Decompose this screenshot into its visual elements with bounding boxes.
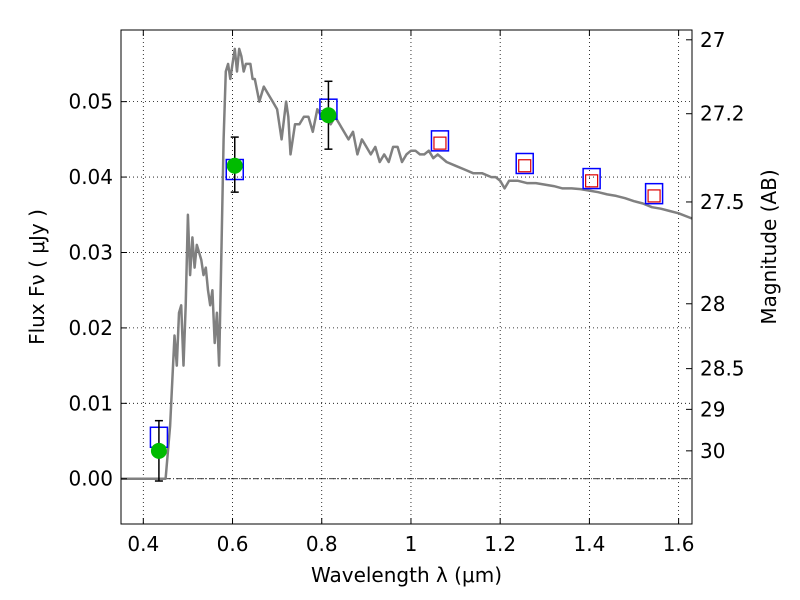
y-axis-label: Flux Fν ( μJy ) xyxy=(25,209,49,345)
x-tick-label: 1.2 xyxy=(484,532,516,556)
inner-model-square xyxy=(518,159,532,173)
right-tick-label: 28 xyxy=(700,292,725,316)
model-photometry-square xyxy=(515,152,534,175)
y-tick-label: 0.05 xyxy=(68,90,113,114)
x-tick-label: 0.4 xyxy=(127,532,159,556)
tick-layer: 0.4 0.6 0.8 1 1.2 1.4 1.6 0.00 0.01 0.02 0.03 0.04 0… xyxy=(68,28,744,556)
y-tick-label: 0.02 xyxy=(68,316,113,340)
x-axis-label: Wavelength λ (μm) xyxy=(311,563,502,587)
right-axis-label: Magnitude (AB) xyxy=(757,169,781,324)
y-tick-label: 0.03 xyxy=(68,240,113,264)
right-tick-label: 27 xyxy=(700,28,725,52)
right-tick-label: 30 xyxy=(700,439,725,463)
right-tick-label: 27.5 xyxy=(700,190,745,214)
right-tick-label: 27.2 xyxy=(700,102,745,126)
x-tick-label: 1 xyxy=(405,532,418,556)
observed-flux-point xyxy=(150,442,167,459)
sed-model-line xyxy=(121,47,693,480)
y-tick-label: 0.00 xyxy=(68,467,113,491)
plot-layer xyxy=(121,47,693,482)
right-tick-label: 28.5 xyxy=(700,357,745,381)
model-photometry-square xyxy=(430,130,450,152)
y-tick-label: 0.04 xyxy=(68,165,113,189)
plot-frame xyxy=(120,29,693,525)
y-tick-label: 0.01 xyxy=(68,391,113,415)
inner-model-square xyxy=(647,189,661,203)
right-tick-label: 29 xyxy=(700,397,725,421)
x-tick-label: 1.6 xyxy=(663,532,695,556)
inner-model-square xyxy=(585,174,599,188)
inner-model-square xyxy=(433,136,447,150)
data-marks xyxy=(121,47,693,482)
x-tick-label: 0.6 xyxy=(217,532,249,556)
observed-flux-point xyxy=(320,107,337,124)
x-tick-label: 0.8 xyxy=(306,532,338,556)
observed-flux-point xyxy=(226,157,243,174)
model-photometry-square xyxy=(644,182,664,205)
model-photometry-square xyxy=(582,167,601,190)
x-tick-label: 1.4 xyxy=(573,532,605,556)
grid-layer xyxy=(121,30,692,524)
